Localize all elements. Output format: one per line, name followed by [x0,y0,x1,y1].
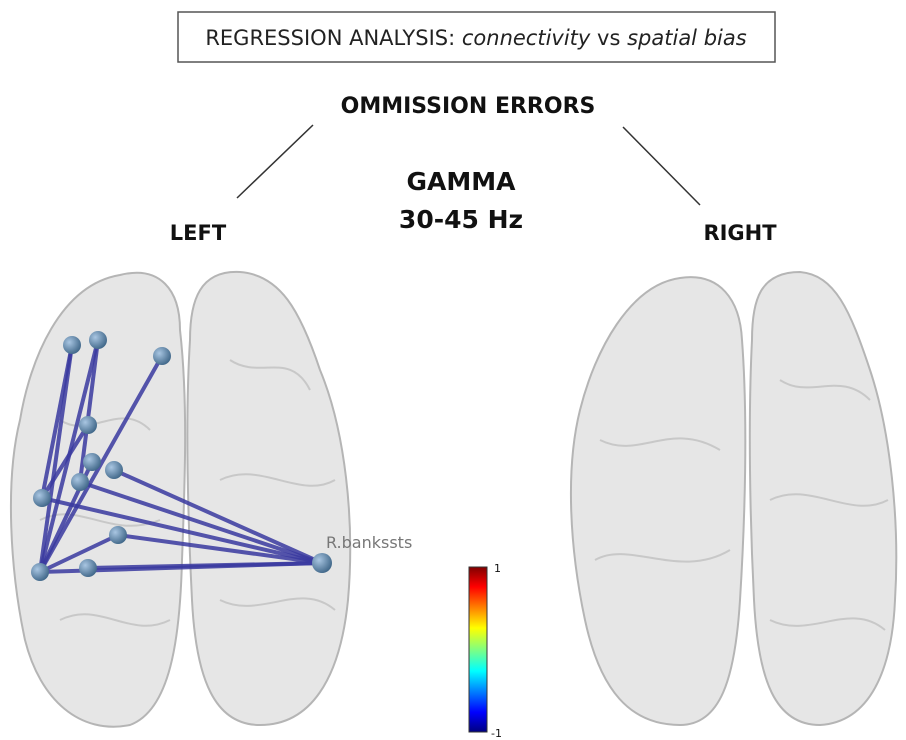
title-middle: vs [597,26,620,50]
figure: REGRESSION ANALYSIS: connectivity vs spa… [0,0,906,740]
brain-right [571,272,896,725]
colorbar-min: -1 [491,727,502,740]
title-term: spatial bias [627,26,747,50]
node-label: R.bankssts [326,533,412,552]
colorbar [469,567,487,732]
frequency: 30-45 Hz [399,205,523,234]
connector [237,125,313,198]
connector [623,127,700,205]
title: REGRESSION ANALYSIS: connectivity vs spa… [205,26,746,50]
title-prefix: REGRESSION ANALYSIS: [205,26,455,50]
header: OMMISSION ERRORS [341,94,596,119]
side-label: LEFT [170,221,227,245]
title-term: connectivity [462,26,591,50]
band: GAMMA [407,167,517,196]
side-label: RIGHT [703,221,777,245]
colorbar-max: 1 [494,562,501,575]
